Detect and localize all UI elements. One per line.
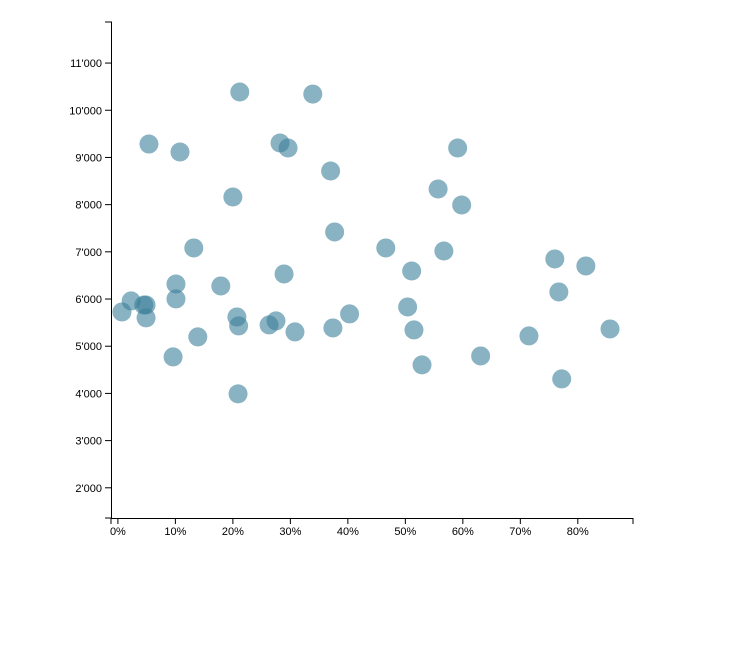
dot <box>278 138 298 158</box>
y-tick-label: 8'000 <box>75 200 102 212</box>
dot <box>600 319 620 339</box>
dot <box>340 304 360 324</box>
dot <box>545 249 565 269</box>
x-axis-line <box>110 518 634 524</box>
x-tick-label: 20% <box>222 526 244 538</box>
dot <box>428 179 448 199</box>
x-tick-label: 50% <box>394 526 416 538</box>
dot <box>166 274 186 294</box>
dot <box>552 369 572 389</box>
dot <box>325 222 345 242</box>
dot <box>266 311 286 331</box>
dot <box>166 289 186 309</box>
x-tick-label: 70% <box>509 526 531 538</box>
dot <box>136 308 156 328</box>
dot <box>434 241 454 261</box>
dot <box>549 282 569 302</box>
x-tick-label: 30% <box>279 526 301 538</box>
y-tick-label: 9'000 <box>75 152 102 164</box>
y-tick-label: 3'000 <box>75 436 102 448</box>
dot <box>285 322 305 342</box>
x-tick-label: 0% <box>110 526 126 538</box>
y-tick-label: 5'000 <box>75 341 102 353</box>
dot <box>471 346 491 366</box>
dot <box>184 238 204 258</box>
y-axis-line <box>105 21 112 519</box>
dot <box>211 276 231 296</box>
dot <box>139 134 159 154</box>
dot <box>448 138 468 158</box>
dot <box>229 316 249 336</box>
dot <box>398 297 418 317</box>
dot <box>412 355 432 375</box>
y-tick-label: 10'000 <box>69 105 102 117</box>
dot <box>223 187 243 207</box>
dot <box>170 142 190 162</box>
x-tick-label: 60% <box>452 526 474 538</box>
dot <box>519 326 539 346</box>
dot <box>163 347 183 367</box>
dot <box>323 318 343 338</box>
y-tick-label: 2'000 <box>75 483 102 495</box>
x-tick-label: 80% <box>567 526 589 538</box>
x-tick-label: 10% <box>164 526 186 538</box>
dot <box>402 261 422 281</box>
dot <box>228 384 248 404</box>
y-tick-label: 7'000 <box>75 247 102 259</box>
y-tick-label: 11'000 <box>70 58 102 70</box>
x-tick-label: 40% <box>337 526 359 538</box>
dot <box>274 264 294 284</box>
y-tick-label: 6'000 <box>75 294 102 306</box>
dot <box>452 195 472 215</box>
dot <box>230 82 250 102</box>
dot <box>404 320 424 340</box>
dot <box>188 327 208 347</box>
dot <box>303 84 323 104</box>
dot <box>376 238 396 258</box>
y-tick-label: 4'000 <box>75 388 102 400</box>
dot <box>321 161 341 181</box>
dot <box>576 256 596 276</box>
